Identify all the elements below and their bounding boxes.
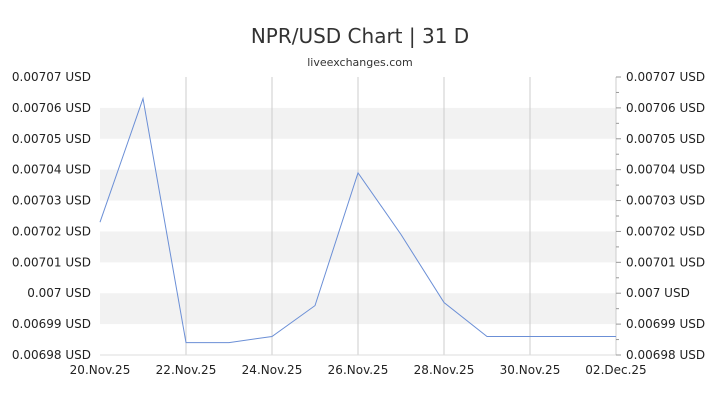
y-tick-label-left: 0.00705 USD — [12, 132, 91, 146]
x-tick-label: 30.Nov.25 — [500, 363, 561, 377]
data-point — [615, 335, 618, 338]
data-point — [142, 97, 145, 100]
data-point — [529, 335, 532, 338]
chart-subtitle: liveexchanges.com — [307, 56, 413, 69]
data-point — [400, 233, 403, 236]
data-point — [99, 221, 102, 224]
data-point — [486, 335, 489, 338]
y-tick-label-right: 0.00701 USD — [626, 255, 705, 269]
y-tick-label-right: 0.00703 USD — [626, 194, 705, 208]
x-tick-label: 20.Nov.25 — [70, 363, 131, 377]
data-point — [357, 171, 360, 174]
x-tick-label: 26.Nov.25 — [328, 363, 389, 377]
y-tick-label-right: 0.00702 USD — [626, 224, 705, 238]
x-tick-label: 22.Nov.25 — [156, 363, 217, 377]
y-tick-label-left: 0.00707 USD — [12, 70, 91, 84]
y-tick-label-left: 0.00706 USD — [12, 101, 91, 115]
series-line — [99, 96, 616, 344]
data-point — [271, 335, 274, 338]
y-tick-label-right: 0.00704 USD — [626, 163, 705, 177]
x-tick-label: 24.Nov.25 — [242, 363, 303, 377]
data-point — [228, 341, 231, 344]
y-tick-label-left: 0.00698 USD — [12, 348, 91, 362]
x-tick-label: 02.Dec.25 — [585, 363, 646, 377]
y-tick-label-right: 0.00698 USD — [626, 348, 705, 362]
x-tick-label: 28.Nov.25 — [414, 363, 475, 377]
data-point — [443, 301, 446, 304]
y-tick-label-right: 0.00705 USD — [626, 132, 705, 146]
y-tick-label-right: 0.00707 USD — [626, 70, 705, 84]
chart-title: NPR/USD Chart | 31 D — [250, 24, 470, 48]
y-tick-label-left: 0.00702 USD — [12, 224, 91, 238]
data-point — [314, 304, 317, 307]
data-point — [185, 341, 188, 344]
y-tick-label-right: 0.00699 USD — [626, 317, 705, 331]
y-tick-label-left: 0.00703 USD — [12, 194, 91, 208]
y-tick-label-left: 0.00699 USD — [12, 317, 91, 331]
y-tick-label-right: 0.007 USD — [626, 286, 690, 300]
y-tick-label-right: 0.00706 USD — [626, 101, 705, 115]
y-tick-label-left: 0.00701 USD — [12, 255, 91, 269]
y-tick-label-left: 0.00704 USD — [12, 163, 91, 177]
y-tick-label-left: 0.007 USD — [27, 286, 91, 300]
data-point — [572, 335, 575, 338]
